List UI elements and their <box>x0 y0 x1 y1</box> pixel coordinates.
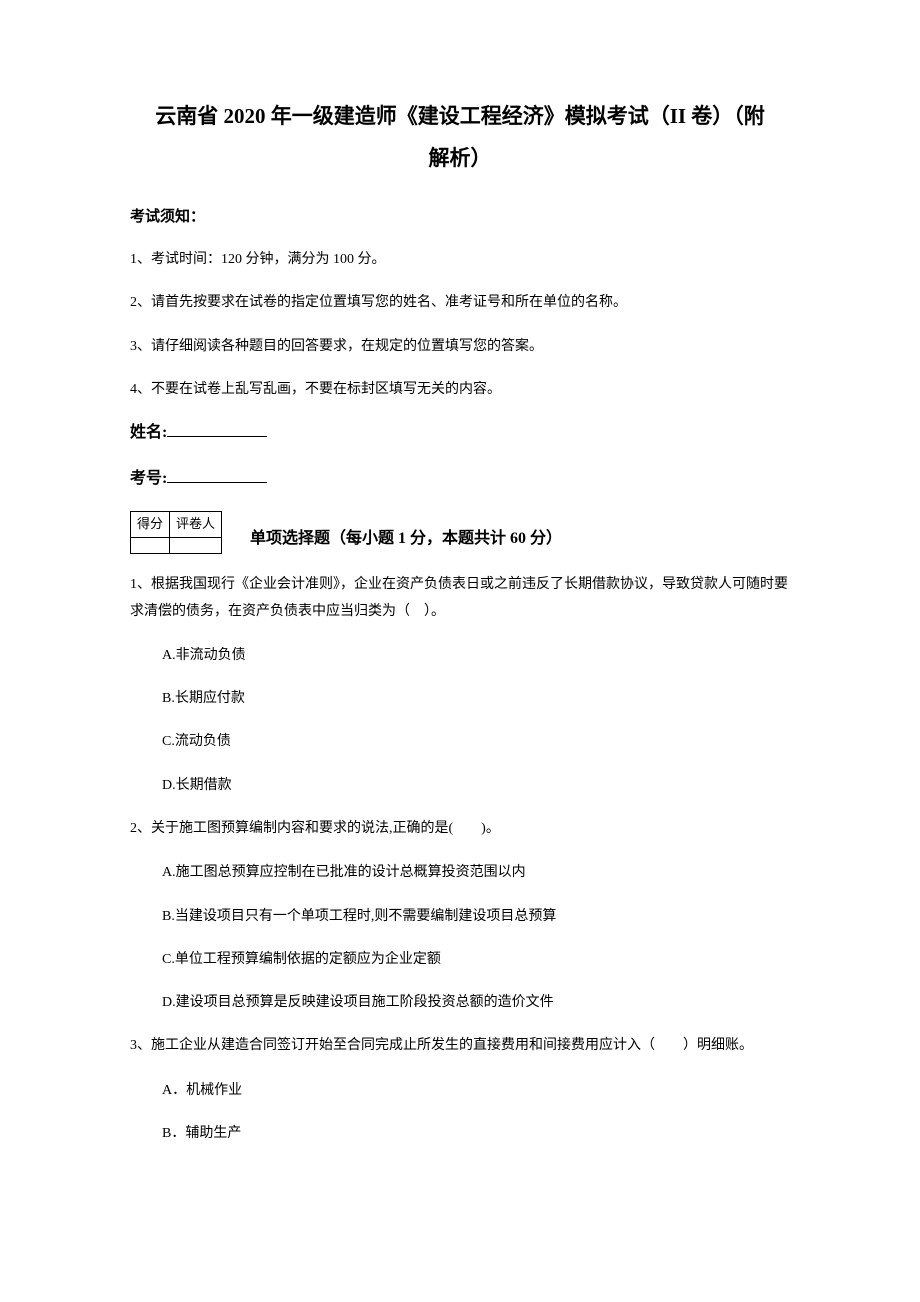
number-field-row: 考号: <box>130 466 790 492</box>
number-label: 考号: <box>130 470 167 487</box>
grader-header: 评卷人 <box>170 512 222 538</box>
question-1-option-a: A.非流动负债 <box>162 643 790 668</box>
score-table: 得分 评卷人 <box>130 511 222 554</box>
question-3-option-b: B．辅助生产 <box>162 1121 790 1146</box>
name-field-row: 姓名: <box>130 420 790 446</box>
question-2-option-c: C.单位工程预算编制依据的定额应为企业定额 <box>162 947 790 972</box>
question-2: 2、关于施工图预算编制内容和要求的说法,正确的是( )。 <box>130 816 790 843</box>
score-header: 得分 <box>131 512 170 538</box>
exam-title-line1: 云南省 2020 年一级建造师《建设工程经济》模拟考试（II 卷）（附 <box>130 100 790 134</box>
instruction-2: 2、请首先按要求在试卷的指定位置填写您的姓名、准考证号和所在单位的名称。 <box>130 290 790 315</box>
score-cell <box>131 537 170 553</box>
question-3: 3、施工企业从建造合同签订开始至合同完成止所发生的直接费用和间接费用应计入（ ）… <box>130 1033 790 1060</box>
question-1: 1、根据我国现行《企业会计准则》，企业在资产负债表日或之前违反了长期借款协议，导… <box>130 572 790 625</box>
instructions-header: 考试须知： <box>130 205 790 229</box>
question-2-option-b: B.当建设项目只有一个单项工程时,则不需要编制建设项目总预算 <box>162 904 790 929</box>
name-underline <box>167 436 267 437</box>
question-1-option-c: C.流动负债 <box>162 729 790 754</box>
question-3-option-a: A．机械作业 <box>162 1078 790 1103</box>
name-label: 姓名: <box>130 424 167 441</box>
question-2-option-a: A.施工图总预算应控制在已批准的设计总概算投资范围以内 <box>162 860 790 885</box>
grader-cell <box>170 537 222 553</box>
section-title: 单项选择题（每小题 1 分，本题共计 60 分） <box>230 526 562 554</box>
section-title-row: 得分 评卷人 单项选择题（每小题 1 分，本题共计 60 分） <box>130 511 790 554</box>
instruction-3: 3、请仔细阅读各种题目的回答要求，在规定的位置填写您的答案。 <box>130 334 790 359</box>
number-underline <box>167 482 267 483</box>
question-2-option-d: D.建设项目总预算是反映建设项目施工阶段投资总额的造价文件 <box>162 990 790 1015</box>
exam-title-line2: 解析） <box>130 142 790 176</box>
instruction-4: 4、不要在试卷上乱写乱画，不要在标封区填写无关的内容。 <box>130 377 790 402</box>
instruction-1: 1、考试时间：120 分钟，满分为 100 分。 <box>130 247 790 272</box>
question-1-option-d: D.长期借款 <box>162 773 790 798</box>
question-1-option-b: B.长期应付款 <box>162 686 790 711</box>
